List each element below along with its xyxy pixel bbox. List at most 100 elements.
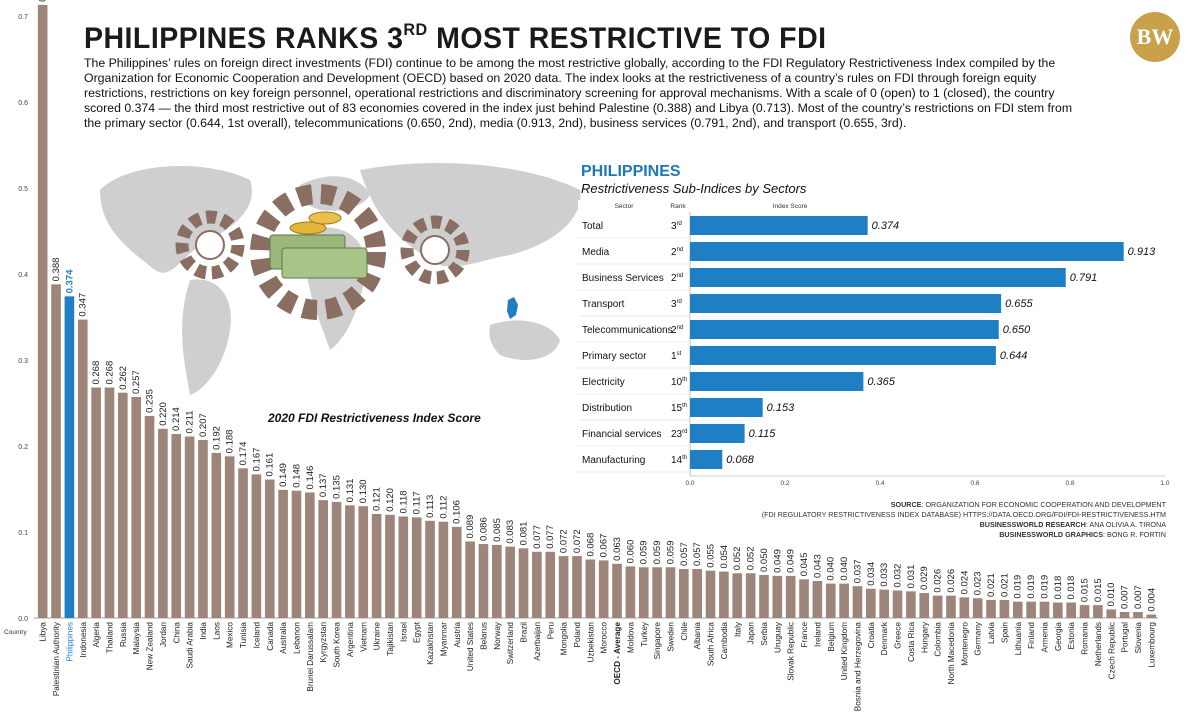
sector-x-tick: 0.0 — [685, 480, 694, 487]
bar — [572, 556, 582, 618]
sector-bar — [690, 346, 996, 365]
data-label: 0.063 — [612, 537, 623, 561]
y-tick-label: 0.7 — [18, 14, 28, 21]
bar — [892, 590, 903, 618]
data-label: 0.026 — [933, 569, 944, 593]
bar — [866, 588, 876, 618]
data-label: 0.214 — [171, 407, 182, 431]
category-label: Chile — [680, 622, 689, 641]
sector-x-tick: 0.2 — [780, 480, 789, 487]
data-label: 0.026 — [946, 569, 957, 593]
category-label: Georgia — [1054, 622, 1063, 652]
bar — [505, 546, 515, 618]
bar — [1012, 601, 1023, 618]
bar — [278, 489, 288, 618]
sector-x-tick: 0.4 — [875, 480, 884, 487]
bar — [184, 436, 195, 618]
category-label: Brazil — [520, 622, 529, 643]
category-label: South Africa — [707, 622, 716, 667]
sector-x-tick: 0.8 — [1065, 480, 1074, 487]
sector-bar — [690, 216, 868, 235]
sector-label: Manufacturing — [582, 455, 645, 466]
data-label: 0.018 — [1053, 576, 1064, 600]
data-label: 0.052 — [746, 546, 757, 570]
sector-value-label: 0.791 — [1070, 272, 1098, 284]
bar — [91, 387, 101, 618]
category-label: Cambodia — [720, 622, 729, 660]
data-label: 0.161 — [265, 453, 276, 477]
category-label: Ukraine — [373, 622, 382, 651]
category-label: Palestinian Authority — [52, 621, 61, 696]
bar — [625, 566, 636, 618]
category-label: Montenegro — [960, 622, 969, 666]
data-label: 0.211 — [185, 410, 196, 433]
bar — [1133, 611, 1143, 618]
category-label: Philippines — [65, 622, 74, 662]
bar — [598, 560, 609, 618]
bar — [719, 571, 729, 618]
data-label: 0.021 — [999, 573, 1010, 597]
category-label: Serbia — [760, 622, 769, 646]
category-label: Armenia — [1040, 622, 1049, 653]
category-label: Malaysia — [132, 622, 141, 655]
category-label: Libya — [39, 622, 48, 642]
y-tick-label: 0.0 — [18, 616, 28, 623]
rank-label: 2nd — [671, 247, 683, 258]
bar — [999, 599, 1010, 618]
category-label: Spain — [1000, 622, 1009, 643]
category-label: Morocco — [600, 622, 609, 654]
category-label: France — [800, 622, 809, 648]
category-label: Czech Republic — [1107, 622, 1116, 679]
category-label: India — [199, 622, 208, 640]
bar — [1026, 601, 1036, 618]
sector-value-label: 0.374 — [872, 220, 900, 232]
category-label: Hungary — [920, 621, 929, 653]
money-icon — [269, 211, 368, 279]
category-label: Albania — [693, 622, 702, 650]
data-label: 0.043 — [812, 554, 823, 578]
category-label: Lithuania — [1014, 622, 1023, 656]
category-label: North Macedonia — [947, 622, 956, 685]
data-label: 0.040 — [826, 557, 837, 581]
sector-panel-subtitle: Restrictiveness Sub-Indices by Sectors — [581, 181, 807, 196]
bar — [785, 575, 796, 618]
data-label: 0.085 — [492, 518, 503, 542]
bar — [825, 583, 836, 618]
category-label: Uzbekistan — [586, 622, 595, 663]
data-label: 0.045 — [799, 553, 810, 577]
data-label: 0.007 — [1133, 585, 1144, 609]
data-label: 0.019 — [1039, 575, 1050, 599]
rank-label: 23rd — [671, 429, 687, 440]
bar — [879, 589, 889, 618]
data-label: 0.148 — [291, 464, 302, 488]
bar — [1093, 605, 1103, 618]
sector-value-label: 0.644 — [1000, 350, 1028, 362]
bar — [906, 591, 916, 618]
sector-panel-bg — [578, 200, 1165, 476]
bar — [772, 575, 783, 618]
y-tick-label: 0.1 — [18, 530, 28, 537]
data-label: 0.130 — [358, 479, 369, 503]
data-label: 0.007 — [1120, 585, 1131, 609]
data-label: 0.089 — [465, 515, 476, 539]
category-label: Belgium — [827, 622, 836, 652]
sector-value-label: 0.365 — [867, 376, 895, 388]
sector-bar — [690, 372, 864, 391]
bar — [638, 567, 649, 618]
bar — [972, 598, 983, 618]
data-label: 0.021 — [986, 573, 997, 597]
data-label: 0.054 — [719, 545, 730, 569]
sector-label: Distribution — [582, 403, 632, 414]
bar — [345, 505, 355, 618]
bar — [1146, 614, 1157, 618]
rank-label: 3rd — [671, 221, 682, 232]
category-label: Germany — [974, 621, 983, 656]
bar — [264, 479, 275, 618]
bar — [1053, 602, 1063, 618]
data-label: 0.112 — [438, 496, 449, 519]
sector-label: Financial services — [582, 429, 661, 440]
data-label: 0.077 — [545, 525, 556, 549]
data-label: 0.083 — [505, 520, 516, 544]
data-label: 0.072 — [572, 529, 583, 553]
gear-icon — [175, 184, 470, 320]
